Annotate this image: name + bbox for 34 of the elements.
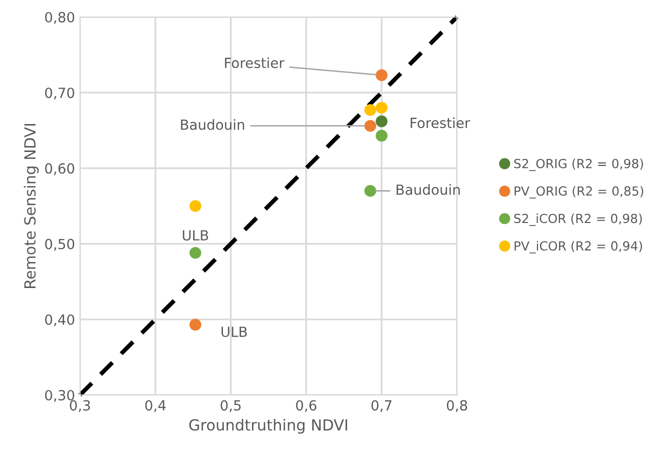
point [376,102,388,114]
annotation: Baudouin [396,184,460,195]
legend-label: PV_ORIG (R2 = 0,85) [514,186,644,198]
y-tick-label: 0,80 [45,12,74,24]
legend-label: S2_ORIG (R2 = 0,98) [514,158,643,172]
y-tick-label: 0,30 [45,390,74,402]
point [364,104,376,116]
y-axis-title: Remote Sensing NDVI [24,124,39,288]
x-tick-label: 0,3 [70,400,90,412]
point [189,200,202,212]
point [189,246,202,259]
point [364,120,376,132]
x-tick-label: 0,6 [296,400,316,412]
annotation: ULB [182,230,208,241]
point [376,115,388,128]
point [376,69,388,82]
y-tick-label: 0,50 [45,238,74,251]
x-tick-label: 0,8 [446,400,468,412]
x-axis-title: Groundtruthing NDVI [189,418,348,434]
annotation: ULB [222,326,247,338]
legend-label: PV_iCOR (R2 = 0,94) [514,240,642,254]
x-tick-label: 0,5 [220,400,241,412]
x-tick-label: 0,7 [371,400,392,412]
y-tick-label: 0,70 [45,88,74,100]
y-tick-label: 0,40 [45,314,74,326]
y-tick-label: 0,60 [45,163,74,176]
point [376,130,388,142]
annotation: Baudouin [181,119,244,130]
annotation: Forestier [410,117,470,128]
point [364,184,376,197]
x-tick-label: 0,4 [145,400,166,412]
point [189,318,202,331]
legend-label: S2_iCOR (R2 = 0,98) [514,214,642,226]
annotation: Forestier [225,57,284,68]
